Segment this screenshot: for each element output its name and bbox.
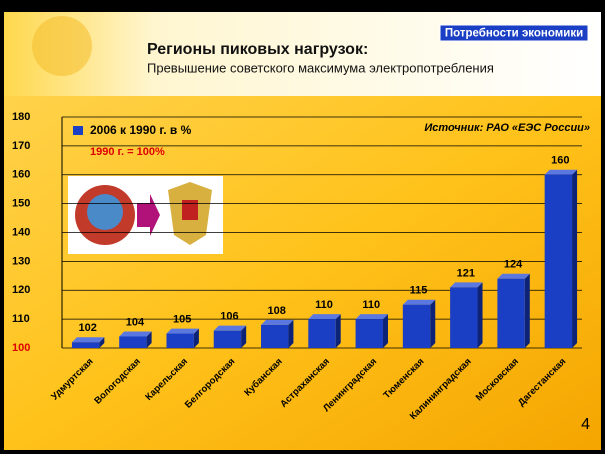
bar-top <box>450 282 483 288</box>
y-tick-label: 110 <box>12 313 30 325</box>
bar-top <box>213 325 247 331</box>
bar-side <box>193 328 199 348</box>
bar <box>119 336 147 348</box>
source: Источник: РАО «ЕЭС России» <box>424 122 590 134</box>
globe <box>87 194 123 230</box>
legend-swatch <box>73 126 83 135</box>
chart-title: Регионы пиковых нагрузок: <box>147 41 368 58</box>
page-number: 4 <box>581 416 590 433</box>
bar <box>308 319 336 348</box>
bar-top <box>355 314 388 320</box>
bar-side <box>335 314 341 348</box>
logo <box>32 16 92 76</box>
y-tick-label: 130 <box>12 255 30 267</box>
value-label: 110 <box>315 299 333 311</box>
y-tick-label: 120 <box>12 284 30 296</box>
value-label: 115 <box>410 285 428 297</box>
value-label: 108 <box>268 305 286 317</box>
value-label: 121 <box>457 267 475 279</box>
bar-side <box>99 337 105 348</box>
bar <box>213 330 242 348</box>
note: 1990 г. = 100% <box>90 146 165 158</box>
value-label: 110 <box>362 299 380 311</box>
value-label: 104 <box>126 316 145 328</box>
bar-side <box>524 273 530 348</box>
bar-side <box>477 282 483 348</box>
y-tick-label: 180 <box>12 111 30 123</box>
chart-area <box>4 96 601 450</box>
bar-top <box>261 319 294 325</box>
bar-side <box>572 169 578 348</box>
value-label: 124 <box>504 259 523 271</box>
bar-top <box>308 314 341 320</box>
bar-side <box>241 325 247 348</box>
bar-top <box>166 328 199 334</box>
bar <box>497 278 525 348</box>
y-tick-label: 100 <box>12 342 30 354</box>
y-tick-label: 160 <box>12 169 30 181</box>
legend-label: 2006 к 1990 г. в % <box>90 123 192 137</box>
value-label: 105 <box>173 313 191 325</box>
bar-top <box>497 273 530 279</box>
value-label: 160 <box>551 155 569 167</box>
bar-top <box>119 331 152 337</box>
bar-top <box>71 337 105 343</box>
bar <box>261 324 289 348</box>
bar-side <box>288 319 294 348</box>
value-label: 106 <box>220 311 238 323</box>
y-tick-label: 140 <box>12 226 30 238</box>
bar-top <box>544 169 578 175</box>
badge: Потребности экономики <box>445 28 583 40</box>
bar <box>355 319 383 348</box>
bar <box>450 287 478 348</box>
bar <box>402 304 431 348</box>
arrow <box>137 194 160 236</box>
bar <box>166 333 194 348</box>
bar <box>544 174 573 348</box>
badge-box <box>439 24 589 42</box>
bar-side <box>146 331 152 348</box>
chart-subtitle: Превышение советского максимума электроп… <box>147 60 494 75</box>
bar-side <box>430 299 436 348</box>
emblems <box>68 176 223 254</box>
value-label: 102 <box>78 322 96 334</box>
shield <box>182 200 198 220</box>
bar <box>71 342 100 348</box>
bar-top <box>402 299 436 305</box>
y-tick-label: 150 <box>12 198 30 210</box>
bar-side <box>382 314 388 348</box>
y-tick-label: 170 <box>12 140 30 152</box>
